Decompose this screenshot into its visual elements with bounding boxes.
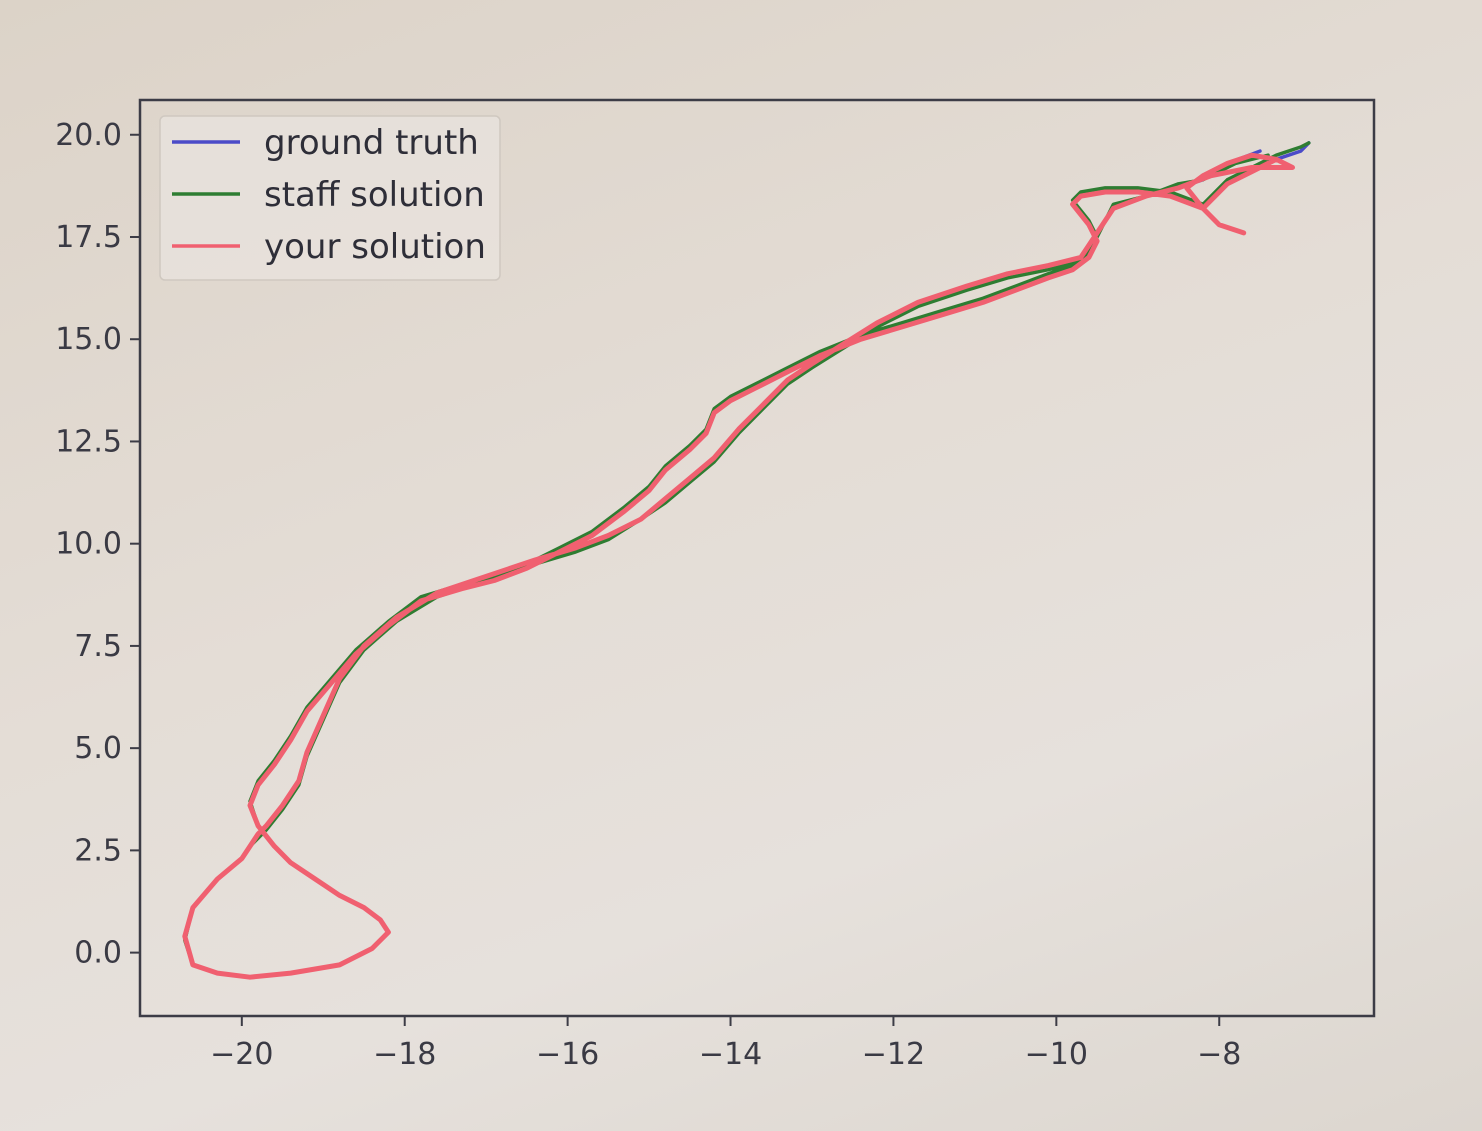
x-tick-label: −14 [699,1037,762,1072]
series-layer [182,141,1311,980]
x-tick-label: −20 [210,1037,273,1072]
y-tick-label: 20.0 [55,118,122,153]
legend-box [159,115,501,281]
y-tick-label: 12.5 [55,424,122,459]
plot-area [138,98,1376,1018]
y-tick-label: 2.5 [74,833,122,868]
x-tick-label: −18 [373,1037,436,1072]
y-tick-label: 7.5 [74,629,122,664]
legend-label-staff-solution: staff solution [264,175,485,215]
series-line-your-solution [182,152,1295,980]
x-tick-label: −8 [1197,1037,1241,1072]
legend-label-your-solution: your solution [264,227,486,267]
y-tick-label: 0.0 [74,936,122,971]
y-axis: 0.0 2.5 5.0 7.5 10.0 12.5 15.0 17.5 20.0 [55,118,140,971]
legend-label-ground-truth: ground truth [264,123,479,163]
y-tick-label: 5.0 [74,731,122,766]
x-tick-label: −12 [862,1037,925,1072]
legend: ground truth staff solution your solutio… [159,115,501,281]
y-tick-label: 15.0 [55,322,122,357]
x-axis: −20 −18 −16 −14 −12 −10 −8 [210,1016,1241,1072]
x-tick-label: −16 [536,1037,599,1072]
y-tick-label: 17.5 [55,220,122,255]
x-tick-label: −10 [1025,1037,1088,1072]
y-tick-label: 10.0 [55,527,122,562]
